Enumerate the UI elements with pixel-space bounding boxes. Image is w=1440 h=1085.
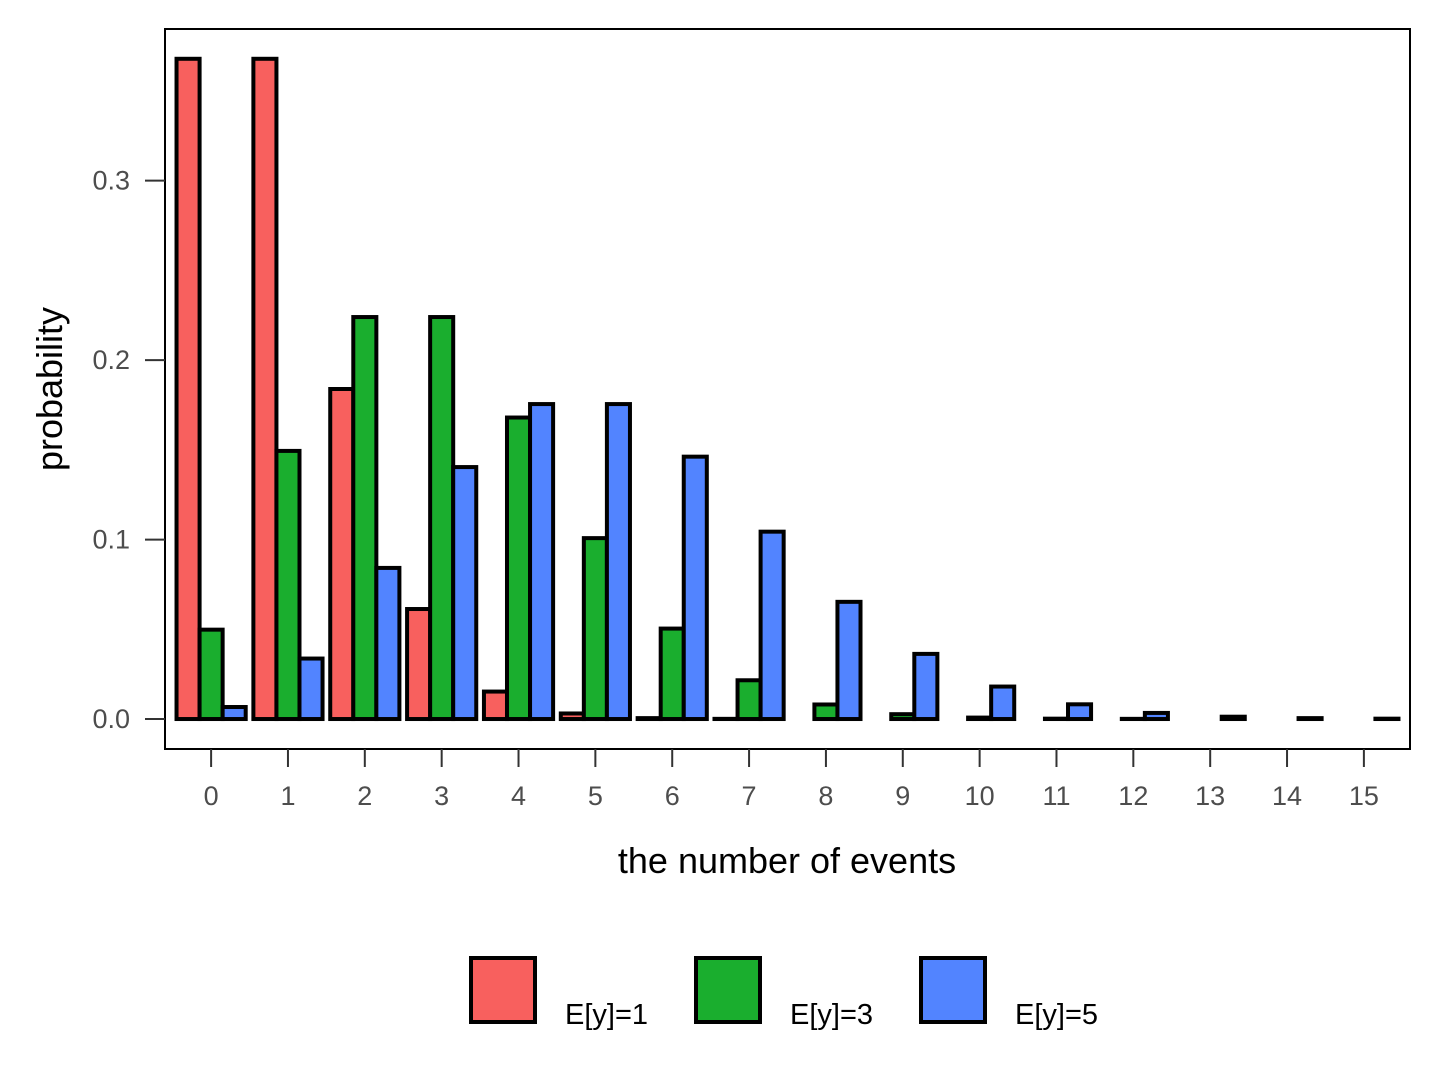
y-tick-label-0.2: 0.2	[92, 345, 130, 375]
x-tick-label-15: 15	[1349, 781, 1379, 811]
legend: E[y]=1 E[y]=3 E[y]=5	[471, 958, 1098, 1031]
x-tick-label-7: 7	[742, 781, 757, 811]
bar-E[y]=3-x7	[738, 680, 761, 719]
y-axis-title: probability	[29, 307, 70, 471]
x-tick-label-5: 5	[588, 781, 603, 811]
bar-E[y]=3-x2	[353, 317, 376, 719]
bar-E[y]=5-x12	[1145, 713, 1168, 719]
y-tick-label-0.3: 0.3	[92, 166, 130, 196]
x-axis-title: the number of events	[618, 840, 956, 881]
y-tick-label-0.0: 0.0	[92, 704, 130, 734]
bar-E[y]=5-x4	[530, 404, 553, 719]
bar-E[y]=5-x13	[1222, 717, 1245, 719]
legend-label-E[y]=1: E[y]=1	[565, 999, 648, 1031]
bar-E[y]=5-x11	[1068, 704, 1091, 719]
legend-key-E[y]=3	[696, 958, 760, 1022]
bar-E[y]=5-x10	[991, 687, 1014, 719]
bar-E[y]=5-x14	[1299, 718, 1322, 719]
legend-key-E[y]=5	[921, 958, 985, 1022]
x-tick-label-12: 12	[1118, 781, 1148, 811]
legend-label-E[y]=5: E[y]=5	[1015, 999, 1098, 1031]
x-tick-label-2: 2	[357, 781, 372, 811]
x-tick-label-3: 3	[434, 781, 449, 811]
bar-E[y]=5-x5	[607, 404, 630, 719]
x-tick-label-13: 13	[1195, 781, 1225, 811]
x-tick-label-0: 0	[204, 781, 219, 811]
bar-E[y]=3-x6	[661, 629, 684, 719]
y-tick-label-0.1: 0.1	[92, 525, 130, 555]
bar-E[y]=5-x1	[299, 659, 322, 719]
x-tick-label-10: 10	[965, 781, 995, 811]
bar-E[y]=1-x4	[484, 692, 507, 719]
bar-E[y]=3-x5	[584, 538, 607, 719]
x-tick-label-1: 1	[280, 781, 295, 811]
bar-E[y]=3-x10	[968, 718, 991, 719]
bar-E[y]=3-x1	[276, 451, 299, 719]
x-tick-label-14: 14	[1272, 781, 1302, 811]
bar-E[y]=5-x0	[223, 707, 246, 719]
x-tick-label-11: 11	[1042, 781, 1070, 811]
y-axis: 0.0 0.1 0.2 0.3	[92, 166, 165, 734]
bar-E[y]=5-x3	[453, 467, 476, 719]
bar-E[y]=5-x2	[376, 568, 399, 719]
bar-E[y]=5-x6	[684, 457, 707, 719]
bar-E[y]=3-x0	[200, 630, 223, 719]
bar-E[y]=3-x8	[814, 704, 837, 719]
legend-key-E[y]=1	[471, 958, 535, 1022]
bar-E[y]=1-x6	[638, 718, 661, 719]
bar-E[y]=1-x0	[177, 59, 200, 719]
x-tick-label-8: 8	[818, 781, 833, 811]
bar-E[y]=5-x7	[761, 532, 784, 719]
bar-E[y]=1-x1	[253, 59, 276, 719]
bar-E[y]=1-x2	[330, 389, 353, 719]
bar-E[y]=5-x9	[914, 654, 937, 719]
x-tick-label-4: 4	[511, 781, 526, 811]
bar-E[y]=5-x8	[837, 602, 860, 719]
legend-label-E[y]=3: E[y]=3	[790, 999, 873, 1031]
x-tick-label-6: 6	[665, 781, 680, 811]
bar-E[y]=1-x5	[561, 713, 584, 719]
bar-E[y]=3-x9	[891, 714, 914, 719]
bar-E[y]=3-x4	[507, 418, 530, 720]
bar-E[y]=3-x3	[430, 317, 453, 719]
bar-E[y]=1-x3	[407, 609, 430, 719]
x-tick-label-9: 9	[895, 781, 910, 811]
